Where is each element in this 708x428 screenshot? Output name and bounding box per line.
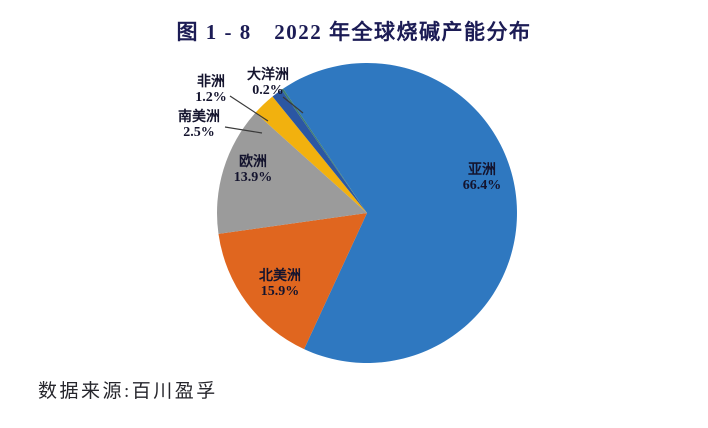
slice-label-oceania: 大洋洲 0.2% [247, 68, 289, 98]
pie-slice-africa [272, 89, 367, 213]
leader-line-africa [229, 95, 269, 122]
pie-slices-group [217, 63, 517, 364]
pie-slice-north-america [218, 213, 367, 350]
slice-name-oceania: 大洋洲 [247, 68, 289, 83]
pie-slice-asia [283, 63, 517, 364]
slice-name-africa: 非洲 [197, 75, 225, 90]
chart-title: 图 1 - 8 2022 年全球烧碱产能分布 [176, 20, 532, 44]
slice-label-europe: 欧洲 13.9% [234, 155, 273, 185]
leader-lines-group [224, 95, 304, 134]
leader-line-oceania [282, 96, 304, 114]
slice-name-europe: 欧洲 [239, 155, 267, 170]
slice-name-south-america: 南美洲 [178, 110, 220, 125]
slice-label-asia: 亚洲 66.4% [463, 163, 502, 193]
slice-label-south-america: 南美洲 2.5% [178, 110, 220, 140]
slice-pct-europe: 13.9% [233, 170, 273, 185]
slice-name-north-america: 北美洲 [259, 269, 301, 284]
pie-slice-europe [217, 112, 367, 234]
slice-pct-asia: 66.4% [462, 178, 502, 193]
slice-label-north-america: 北美洲 15.9% [259, 269, 301, 299]
pie-slice-oceania [281, 88, 367, 213]
leader-line-south-america [224, 126, 263, 134]
pie-slice-south-america [255, 96, 367, 213]
slice-label-africa: 非洲 1.2% [195, 75, 227, 105]
slice-pct-south-america: 2.5% [183, 125, 215, 140]
slice-pct-africa: 1.2% [195, 90, 227, 105]
source-note: 数据来源:百川盈孚 [38, 381, 218, 402]
slice-pct-north-america: 15.9% [260, 284, 300, 299]
slice-pct-oceania: 0.2% [252, 83, 284, 98]
slice-name-asia: 亚洲 [468, 163, 496, 178]
